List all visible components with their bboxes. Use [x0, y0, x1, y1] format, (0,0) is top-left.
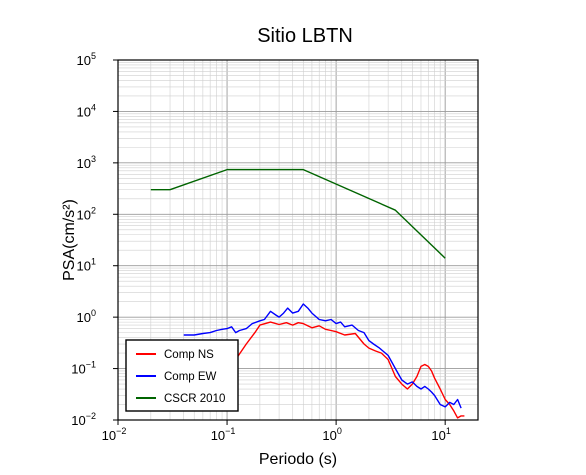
y-tick-label: 105	[77, 51, 96, 68]
chart-title: Sitio LBTN	[257, 25, 353, 47]
x-tick-label: 100	[322, 426, 341, 443]
y-tick-label: 10−1	[71, 360, 96, 377]
legend-label: Comp NS	[164, 349, 214, 361]
plot-frame	[117, 59, 479, 421]
x-tick-label: 10−2	[102, 426, 127, 443]
y-tick-label: 102	[77, 205, 96, 222]
legend-label: Comp EW	[164, 371, 217, 383]
grid	[117, 60, 479, 421]
y-tick-label: 10−2	[71, 411, 96, 428]
y-tick-label: 104	[77, 102, 96, 119]
series-line-3	[150, 168, 446, 259]
series-layer	[150, 168, 465, 419]
legend-label: CSCR 2010	[164, 393, 225, 405]
legend: Comp NS Comp EW CSCR 2010	[125, 339, 239, 412]
series-line-2	[183, 303, 462, 409]
tick-labels: 10−2 10−1 100 101 10−2 10−1 100 101 102 103 104 105	[71, 51, 451, 443]
y-tick-label: 103	[77, 154, 96, 171]
series-line-1	[226, 321, 465, 419]
x-tick-label: 10−1	[211, 426, 236, 443]
y-tick-label: 100	[77, 308, 96, 325]
y-axis-label: PSA(cm/s²)	[61, 199, 78, 281]
y-tick-label: 101	[77, 257, 96, 274]
x-tick-label: 101	[431, 426, 450, 443]
x-axis-label: Periodo (s)	[259, 451, 337, 468]
